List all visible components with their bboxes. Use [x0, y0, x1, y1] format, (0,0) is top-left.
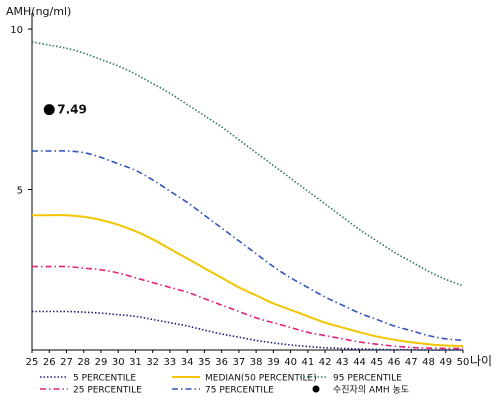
series-line-5-percentile [31, 310, 463, 351]
x-tick-label: 33 [164, 357, 177, 368]
series-line-95-percentile [31, 41, 464, 287]
x-tick-label: 39 [267, 357, 280, 368]
x-tick-label: 27 [60, 357, 73, 368]
y-tick-label: 10 [10, 25, 23, 36]
legend-label: 5 PERCENTILE [73, 374, 136, 384]
x-tick-label: 30 [112, 357, 125, 368]
x-tick-label: 45 [370, 357, 383, 368]
legend-item: MEDIAN(50 PERCENTILE) [172, 374, 317, 384]
legend-label: 95 PERCENTILE [333, 374, 402, 384]
y-tick-label: 5 [17, 186, 23, 197]
x-tick-label: 50 [457, 357, 470, 368]
x-tick-label: 26 [43, 357, 56, 368]
legend-label: 25 PERCENTILE [73, 386, 142, 396]
series-line-75-percentile [32, 150, 464, 342]
legend-item: 수진자의 AMH 농도 [312, 385, 409, 396]
legend-item: 95 PERCENTILE [300, 374, 402, 384]
y-axis-label: AMH(ng/ml) [6, 5, 71, 18]
legend-label: 75 PERCENTILE [205, 386, 274, 396]
x-tick-label: 41 [301, 357, 314, 368]
x-tick-label: 44 [353, 357, 366, 368]
x-tick-label: 36 [215, 357, 228, 368]
series-line-25-percentile [31, 265, 463, 350]
x-tick-label: 47 [405, 357, 418, 368]
x-tick-label: 38 [250, 357, 263, 368]
series-line-median-50-percentile [32, 214, 464, 348]
legend-label: MEDIAN(50 PERCENTILE) [205, 374, 317, 384]
patient-amh-marker [43, 104, 55, 116]
patient-amh-value-label: 7.49 [57, 103, 87, 117]
x-tick-label: 25 [26, 357, 39, 368]
x-tick-label: 35 [198, 357, 211, 368]
x-tick-label: 40 [284, 357, 297, 368]
legend-item: 5 PERCENTILE [40, 374, 136, 384]
x-tick-label: 49 [439, 357, 452, 368]
x-tick-label: 29 [95, 357, 108, 368]
legend-label: 수진자의 AMH 농도 [333, 385, 409, 396]
x-tick-label: 37 [233, 357, 246, 368]
x-tick-label: 28 [77, 357, 90, 368]
x-tick-label: 34 [181, 357, 194, 368]
legend-item: 75 PERCENTILE [172, 386, 274, 396]
x-tick-label: 46 [388, 357, 401, 368]
x-axis-label: 나이 [470, 354, 492, 368]
legend-marker-swatch [312, 385, 320, 393]
x-tick-label: 43 [336, 357, 349, 368]
x-tick-label: 32 [146, 357, 159, 368]
legend-item: 25 PERCENTILE [40, 386, 142, 396]
x-tick-label: 48 [422, 357, 435, 368]
x-tick-label: 31 [129, 357, 142, 368]
x-tick-label: 42 [319, 357, 332, 368]
